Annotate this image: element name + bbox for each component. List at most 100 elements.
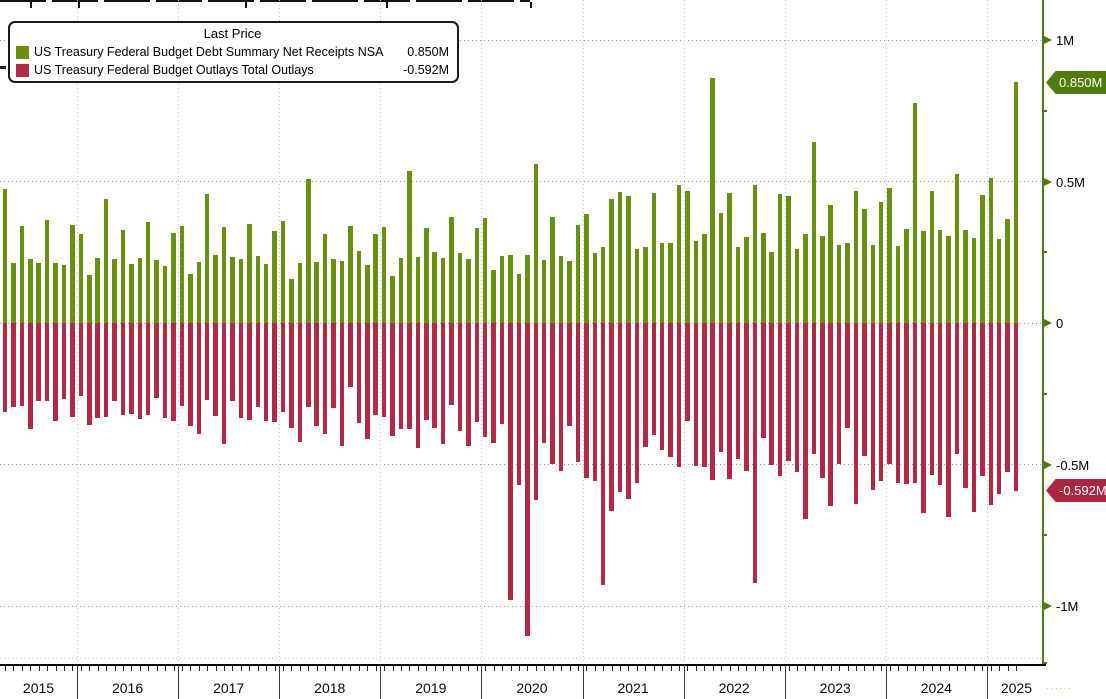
outlays-bar[interactable] — [70, 323, 75, 417]
outlays-bar[interactable] — [980, 323, 985, 477]
outlays-bar[interactable] — [971, 323, 977, 513]
receipts-bar[interactable] — [845, 242, 850, 323]
receipts-bar[interactable] — [963, 230, 968, 323]
receipts-bar[interactable] — [289, 278, 294, 323]
outlays-bar[interactable] — [432, 323, 437, 428]
outlays-bar[interactable] — [322, 323, 328, 434]
receipts-bar[interactable] — [575, 225, 581, 323]
receipts-bar[interactable] — [339, 261, 345, 323]
receipts-bar[interactable] — [482, 217, 488, 323]
outlays-bar[interactable] — [954, 323, 960, 455]
receipts-bar[interactable] — [356, 251, 362, 323]
outlays-bar[interactable] — [331, 323, 336, 409]
outlays-bar[interactable] — [887, 323, 892, 465]
outlays-bar[interactable] — [685, 323, 690, 421]
outlays-bar[interactable] — [365, 323, 370, 440]
receipts-bar[interactable] — [954, 173, 960, 323]
receipts-bar[interactable] — [803, 234, 808, 323]
outlays-bar[interactable] — [963, 323, 968, 489]
outlays-bar[interactable] — [87, 323, 92, 426]
receipts-bar[interactable] — [727, 192, 732, 323]
receipts-bar[interactable] — [449, 217, 454, 323]
receipts-bar[interactable] — [937, 229, 943, 323]
outlays-bar[interactable] — [668, 323, 673, 457]
outlays-bar[interactable] — [272, 323, 277, 422]
legend-item-receipts[interactable]: US Treasury Federal Budget Debt Summary … — [16, 43, 449, 61]
outlays-bar[interactable] — [533, 323, 539, 501]
outlays-bar[interactable] — [676, 323, 682, 467]
outlays-bar[interactable] — [895, 323, 901, 484]
outlays-bar[interactable] — [2, 323, 8, 413]
receipts-bar[interactable] — [836, 244, 842, 323]
outlays-bar[interactable] — [550, 323, 555, 464]
receipts-bar[interactable] — [381, 226, 387, 323]
outlays-bar[interactable] — [306, 323, 311, 407]
outlays-bar[interactable] — [162, 323, 168, 419]
receipts-bar[interactable] — [508, 254, 513, 323]
outlays-bar[interactable] — [449, 323, 454, 406]
outlays-bar[interactable] — [373, 323, 378, 416]
receipts-bar[interactable] — [921, 231, 926, 323]
receipts-bar[interactable] — [306, 178, 311, 323]
receipts-bar[interactable] — [525, 254, 530, 323]
outlays-bar[interactable] — [280, 323, 286, 412]
outlays-bar[interactable] — [988, 323, 994, 505]
receipts-bar[interactable] — [676, 185, 682, 323]
outlays-bar[interactable] — [53, 323, 58, 422]
receipts-bar[interactable] — [424, 228, 429, 323]
outlays-bar[interactable] — [727, 323, 732, 479]
outlays-bar[interactable] — [659, 323, 665, 451]
outlays-bar[interactable] — [921, 323, 926, 513]
outlays-bar[interactable] — [803, 323, 808, 519]
receipts-bar[interactable] — [718, 212, 724, 323]
receipts-bar[interactable] — [238, 259, 244, 323]
receipts-bar[interactable] — [533, 163, 539, 323]
outlays-bar[interactable] — [204, 323, 210, 401]
outlays-bar[interactable] — [145, 323, 151, 415]
receipts-bar[interactable] — [752, 184, 758, 323]
outlays-bar[interactable] — [1005, 323, 1010, 473]
receipts-bar[interactable] — [112, 259, 117, 323]
receipts-bar[interactable] — [204, 193, 210, 323]
outlays-bar[interactable] — [179, 323, 185, 406]
receipts-bar[interactable] — [457, 253, 463, 323]
receipts-bar[interactable] — [188, 274, 193, 323]
outlays-bar[interactable] — [617, 323, 623, 492]
receipts-bar[interactable] — [491, 269, 496, 323]
outlays-bar[interactable] — [28, 323, 33, 430]
outlays-bar[interactable] — [230, 323, 235, 401]
outlays-bar[interactable] — [769, 323, 774, 465]
outlays-bar[interactable] — [499, 323, 505, 424]
receipts-bar[interactable] — [230, 257, 235, 323]
outlays-bar[interactable] — [196, 323, 202, 434]
receipts-bar[interactable] — [870, 245, 876, 323]
outlays-bar[interactable] — [137, 323, 143, 419]
outlays-bar[interactable] — [11, 323, 16, 408]
outlays-bar[interactable] — [929, 323, 935, 475]
receipts-bar[interactable] — [297, 263, 303, 323]
outlays-bar[interactable] — [120, 323, 126, 415]
receipts-bar[interactable] — [626, 195, 631, 323]
outlays-bar[interactable] — [356, 323, 362, 423]
outlays-bar[interactable] — [263, 323, 269, 422]
receipts-bar[interactable] — [314, 261, 319, 323]
outlays-bar[interactable] — [820, 323, 825, 479]
receipts-bar[interactable] — [2, 189, 8, 323]
receipts-bar[interactable] — [828, 204, 833, 323]
outlays-bar[interactable] — [777, 323, 783, 476]
receipts-bar[interactable] — [19, 225, 25, 323]
receipts-bar[interactable] — [567, 260, 572, 323]
outlays-bar[interactable] — [129, 323, 134, 415]
receipts-bar[interactable] — [1013, 82, 1019, 323]
outlays-bar[interactable] — [718, 323, 724, 452]
receipts-bar[interactable] — [702, 233, 707, 323]
outlays-bar[interactable] — [541, 323, 547, 443]
receipts-bar[interactable] — [171, 232, 176, 323]
receipts-bar[interactable] — [137, 257, 143, 323]
outlays-bar[interactable] — [407, 323, 412, 430]
outlays-bar[interactable] — [878, 323, 884, 482]
receipts-bar[interactable] — [996, 239, 1002, 323]
receipts-bar[interactable] — [61, 264, 67, 323]
receipts-bar[interactable] — [247, 224, 252, 323]
outlays-bar[interactable] — [415, 323, 421, 448]
